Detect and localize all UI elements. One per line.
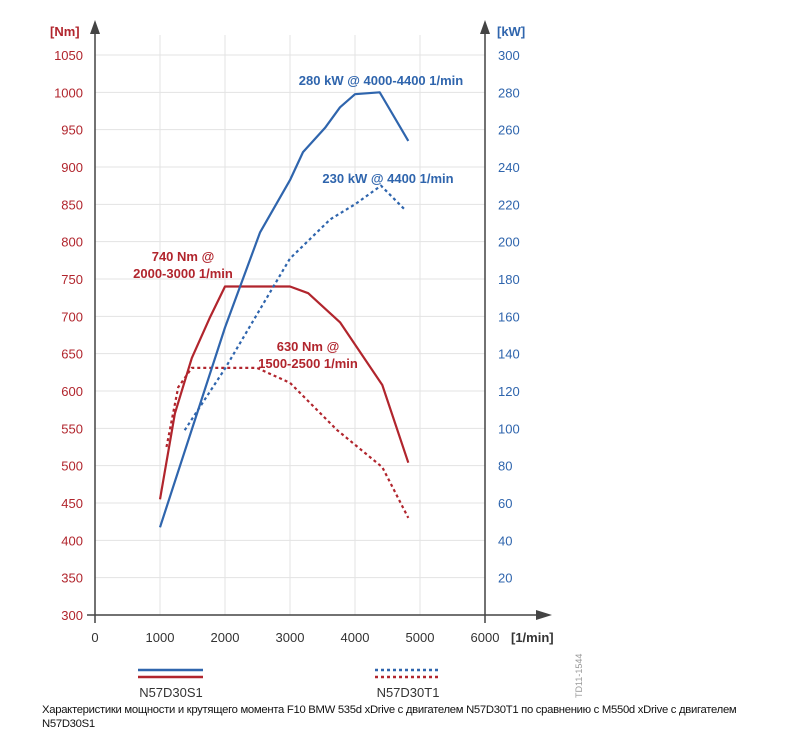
x-axis-label: [1/min] [511,630,554,645]
y-right-tick-label: 200 [498,235,520,250]
y-right-tick-label: 60 [498,496,512,511]
y-right-tick-label: 240 [498,160,520,175]
y-right-axis-label: [kW] [497,24,525,39]
y-right-tick-label: 100 [498,421,520,436]
annotation-label: 280 kW @ 4000-4400 1/min [299,73,463,88]
series-line-n57d30t1-power [183,184,406,431]
y-left-tick-label: 800 [61,235,83,250]
x-axis-arrow [536,610,552,620]
y-left-tick-label: 450 [61,496,83,511]
series-line-n57d30t1-torque [165,366,410,519]
y-right-tick-label: 80 [498,459,512,474]
annotation-label: 740 Nm @ [152,249,215,264]
series-line-n57d30s1-torque [158,285,410,500]
y-right-tick-label: 20 [498,571,512,586]
legend-label: N57D30S1 [139,685,203,700]
y-right-tick-label: 220 [498,197,520,212]
x-tick-label: 3000 [276,630,305,645]
x-tick-label: 6000 [471,630,500,645]
y-axis-right-arrow [480,20,490,34]
annotation-label: 1500-2500 1/min [258,356,358,371]
y-left-tick-label: 550 [61,421,83,436]
y-right-tick-label: 40 [498,533,512,548]
legend-label: N57D30T1 [377,685,440,700]
y-right-tick-label: 280 [498,85,520,100]
y-left-tick-label: 850 [61,197,83,212]
y-left-tick-label: 750 [61,272,83,287]
y-left-tick-label: 300 [61,608,83,623]
x-tick-label: 4000 [341,630,370,645]
series-line-n57d30s1-power [158,91,410,528]
y-left-tick-label: 600 [61,384,83,399]
y-left-tick-label: 900 [61,160,83,175]
y-right-tick-label: 140 [498,347,520,362]
y-left-tick-label: 700 [61,309,83,324]
y-right-tick-label: 180 [498,272,520,287]
annotation-label: 2000-3000 1/min [133,266,233,281]
y-left-tick-label: 1000 [54,85,83,100]
y-left-tick-label: 650 [61,347,83,362]
x-tick-label: 0 [91,630,98,645]
y-right-tick-label: 260 [498,123,520,138]
figure-code: TD11-1544 [574,654,584,698]
y-left-tick-label: 350 [61,571,83,586]
y-axis-left-arrow [90,20,100,34]
y-right-tick-label: 300 [498,48,520,63]
x-tick-label: 2000 [211,630,240,645]
figure-caption: Характеристики мощности и крутящего моме… [42,704,737,730]
y-left-tick-label: 400 [61,533,83,548]
y-left-tick-label: 950 [61,123,83,138]
y-right-tick-label: 120 [498,384,520,399]
y-right-tick-label: 160 [498,309,520,324]
y-left-tick-label: 1050 [54,48,83,63]
x-tick-label: 1000 [146,630,175,645]
annotation-label: 230 kW @ 4400 1/min [322,171,453,186]
annotation-label: 630 Nm @ [277,339,340,354]
x-tick-label: 5000 [406,630,435,645]
y-left-axis-label: [Nm] [50,24,80,39]
y-left-tick-label: 500 [61,459,83,474]
